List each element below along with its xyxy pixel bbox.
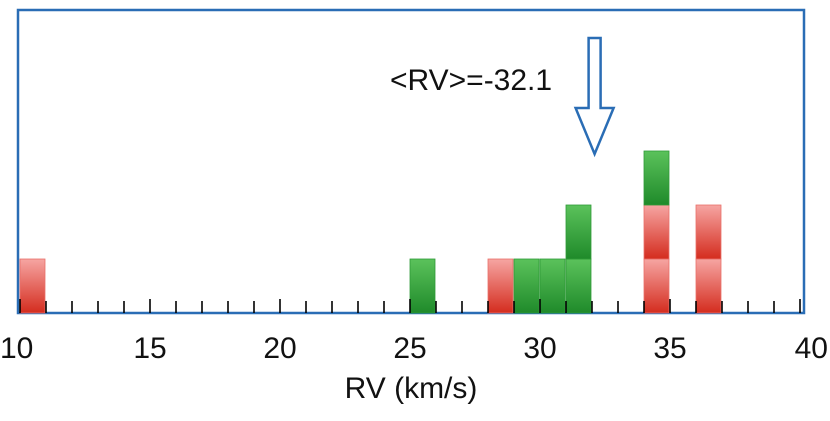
histogram-block-red [487, 258, 514, 314]
x-tick-label: 25 [393, 332, 426, 365]
histogram-block-green [513, 258, 540, 314]
x-tick-label: 30 [523, 332, 556, 365]
x-tick-label: 35 [653, 332, 686, 365]
x-tick-label: 15 [133, 332, 166, 365]
histogram-block-red [643, 258, 670, 314]
histogram-block-green [409, 258, 436, 314]
histogram-block-green [643, 150, 670, 206]
mean-rv-arrow-icon [573, 36, 616, 158]
x-tick-label: 10 [0, 332, 33, 365]
histogram-block-red [695, 258, 722, 314]
x-axis-label: RV (km/s) [345, 372, 478, 405]
histogram-bars [19, 150, 722, 314]
x-axis-ticks [19, 299, 801, 313]
mean-rv-annotation: <RV>=-32.1 [390, 36, 616, 158]
histogram-block-red [643, 204, 670, 260]
mean-rv-label: <RV>=-32.1 [390, 64, 552, 97]
x-axis-tick-labels: 10 15 20 25 30 35 40 [0, 332, 828, 365]
x-tick-label: 20 [263, 332, 296, 365]
histogram-block-green [565, 204, 592, 260]
x-tick-label: 40 [795, 332, 828, 365]
histogram-block-red [695, 204, 722, 260]
histogram-block-green [565, 258, 592, 314]
histogram-block-green [539, 258, 566, 314]
histogram-block-red [19, 258, 46, 314]
